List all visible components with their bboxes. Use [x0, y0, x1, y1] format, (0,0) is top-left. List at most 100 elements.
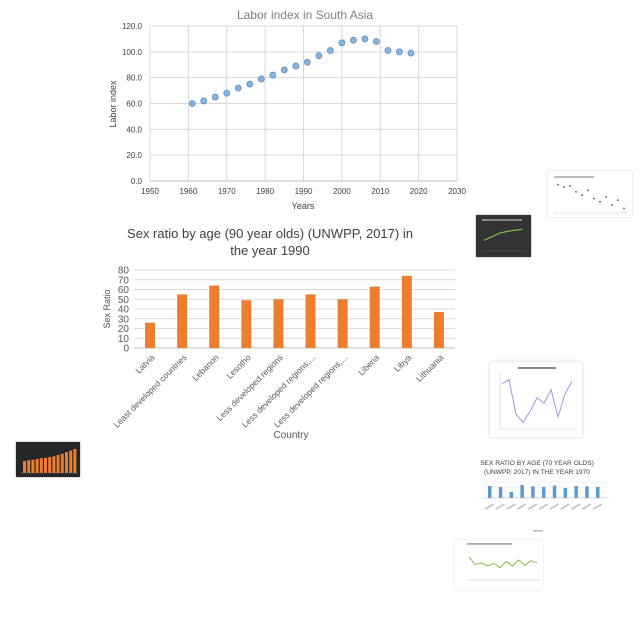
thumbnail-point [599, 200, 601, 203]
x-axis-label: Country [273, 430, 308, 441]
x-tick-label: 1980 [256, 187, 274, 196]
data-point [361, 35, 369, 43]
bar [177, 294, 188, 348]
thumbnail-point [563, 186, 565, 188]
thumbnail-bar [73, 449, 77, 473]
y-tick-label: 40 [118, 305, 130, 316]
thumbnail-bar [44, 457, 47, 473]
thumbnail-line [501, 378, 573, 424]
thumbnail-tick-label [527, 503, 538, 510]
bar [433, 311, 444, 348]
y-tick-label: 120.0 [122, 22, 143, 31]
data-point [257, 75, 265, 83]
y-tick-label: 70 [118, 275, 130, 286]
bar [401, 275, 412, 348]
data-point [407, 49, 415, 57]
data-point [326, 47, 334, 54]
y-tick-label: 0.0 [131, 177, 143, 186]
plot-area: 0.0 20.0 40.0 60.0 80.0 100.0 120.0 1950 1960 197… [122, 22, 466, 196]
x-tick-label: Libya [392, 352, 414, 374]
thumbnail-bar [520, 485, 524, 498]
data-point [303, 58, 311, 66]
thumbnail-tick-label [484, 503, 495, 510]
sex-ratio-bar-chart: Sex ratio by age (90 year olds) (UNWPP, … [102, 226, 455, 441]
thumbnail-point [593, 197, 595, 200]
y-tick-label: 40.0 [126, 125, 142, 134]
bar [273, 299, 284, 348]
thumbnail-bar [48, 457, 52, 473]
thumbnail-blue-bar-chart: SEX RATIO BY AGE (70 YEAR OLDS) (UNWPP, … [462, 456, 612, 536]
thumbnail-dark-bar-chart [16, 442, 80, 477]
data-point [269, 71, 277, 79]
data-point [246, 80, 254, 88]
thumbnail-title-bar [482, 219, 522, 221]
chart-title-line-2: the year 1990 [230, 243, 310, 258]
y-tick-label: 20.0 [126, 151, 142, 160]
data-point [396, 48, 403, 56]
x-tick-label: 2000 [333, 187, 351, 196]
data-point [349, 36, 357, 44]
thumbnail-tick-label [538, 503, 549, 510]
thumbnail-line [468, 556, 538, 569]
y-tick-label: 20 [118, 324, 130, 335]
x-tick-label: 1990 [295, 187, 313, 196]
bar [337, 299, 348, 348]
chart-title: Labor index in South Asia [237, 8, 373, 22]
bar [369, 286, 380, 348]
x-axis-label: Years [292, 201, 315, 211]
thumbnail-tick-label [495, 503, 505, 510]
thumbnail-title-bar [554, 176, 594, 178]
thumbnail-tick-label [571, 503, 581, 510]
thumbnail-bar [35, 459, 39, 473]
thumbnail-tick-label [581, 503, 592, 510]
thumbnail-tick-label [506, 503, 516, 510]
thumbnail-bar [498, 487, 503, 498]
thumbnail-point [575, 191, 577, 193]
thumbnail-bar [39, 458, 43, 473]
x-tick-label: Lebanon [190, 352, 221, 383]
thumbnail-bar [60, 453, 64, 473]
thumbnail-title-line-2: (UNWPP, 2017) IN THE YEAR 1970 [484, 469, 590, 476]
thumbnail-bar [65, 452, 68, 473]
thumbnail-scatter-chart [548, 171, 632, 217]
x-tick-label: Lesotho [224, 352, 253, 381]
thumbnail-bar [596, 487, 600, 498]
thumbnail-bar [585, 486, 589, 498]
labor-index-chart: Labor index in South Asia 0.0 20.0 40.0 60.… [108, 8, 466, 211]
chart-title-line-1: Sex ratio by age (90 year olds) (UNWPP, … [127, 226, 413, 241]
y-axis-label: Sex Ratio [102, 289, 112, 328]
thumbnail-bar [509, 492, 514, 498]
bar [305, 294, 316, 348]
thumbnail-bar [52, 456, 56, 473]
thumbnail-point [605, 195, 607, 198]
data-point [373, 38, 380, 45]
data-point [188, 100, 196, 107]
thumbnail-point [617, 199, 619, 202]
thumbnail-point [557, 183, 559, 186]
x-tick-label: 2020 [410, 187, 428, 196]
thumbnail-bar [27, 460, 31, 473]
data-point [223, 89, 231, 97]
thumbnail-point [569, 185, 571, 187]
x-tick-label: Liberia [356, 352, 381, 377]
thumbnail-dark-line-chart [476, 215, 531, 257]
thumbnail-bar [552, 485, 557, 498]
data-point [200, 97, 208, 105]
thumbnail-bar [31, 459, 35, 473]
bar [145, 322, 156, 348]
data-point [234, 84, 242, 92]
data-point [211, 93, 219, 101]
thumbnail-title-bar [467, 543, 512, 545]
thumbnail-point [623, 207, 625, 210]
thumbnail-point [581, 194, 583, 197]
thumbnail-bar [23, 461, 26, 473]
thumbnail-bar [563, 488, 568, 498]
bar [209, 285, 220, 348]
data-point [292, 62, 300, 70]
data-point [384, 47, 392, 54]
x-tick-label: 2030 [448, 187, 466, 196]
thumbnail-tick-label [517, 503, 527, 510]
bar [241, 300, 252, 348]
thumbnail-bar [531, 486, 535, 498]
y-tick-label: 10 [118, 334, 130, 345]
